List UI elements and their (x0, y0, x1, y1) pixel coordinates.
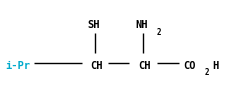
Text: NH: NH (135, 20, 147, 30)
Text: CH: CH (90, 61, 102, 71)
Text: SH: SH (88, 20, 100, 30)
Text: 2: 2 (156, 28, 161, 37)
Text: H: H (211, 61, 218, 71)
Text: CH: CH (138, 61, 150, 71)
Text: CO: CO (182, 61, 195, 71)
Text: 2: 2 (204, 68, 208, 77)
Text: i-Pr: i-Pr (5, 61, 30, 71)
